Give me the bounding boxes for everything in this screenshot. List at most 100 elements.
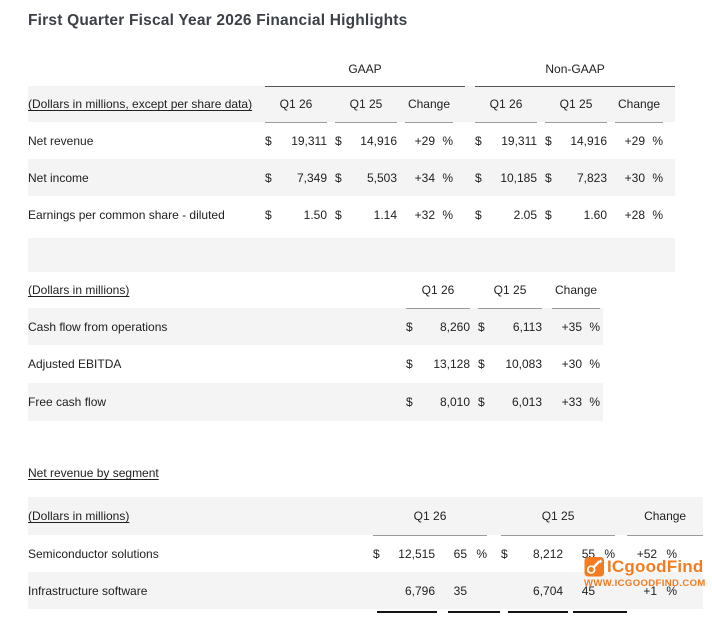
total-row-rule (377, 611, 437, 613)
value-cell: 1.60 (583, 207, 608, 222)
value-cell: 6,796 (389, 572, 435, 609)
column-header-q1-25: Q1 25 (478, 272, 543, 309)
table-row: Free cash flow $ 8,010 $ 6,013 +33 % (28, 383, 604, 421)
table-row: Earnings per common share - diluted $ 1.… (28, 196, 675, 233)
percent-sign: % (652, 133, 664, 148)
total-row-rule (573, 611, 627, 613)
currency-symbol: $ (335, 133, 342, 148)
currency-symbol: $ (478, 308, 495, 345)
highlights-table: GAAP Non-GAAP (Dollars in millions, exce… (28, 52, 676, 233)
currency-symbol: $ (265, 133, 272, 148)
row-label: Net income (28, 159, 265, 196)
column-header-q1-25: Q1 25 (501, 497, 616, 536)
currency-symbol: $ (475, 133, 482, 148)
currency-symbol: $ (335, 159, 351, 196)
currency-symbol: $ (475, 207, 482, 222)
currency-symbol: $ (501, 546, 508, 561)
table-row: Net revenue $ 19,311 $ 14,916 +29 % $ 19… (28, 122, 675, 159)
table-row: Cash flow from operations $ 8,260 $ 6,11… (28, 308, 604, 345)
value-cell: 8,212 (533, 546, 564, 561)
cash-flow-table: (Dollars in millions) Q1 26 Q1 25 Change… (28, 272, 604, 421)
currency-symbol: $ (545, 207, 552, 222)
percent-sign: % (442, 133, 453, 148)
table-row: Semiconductor solutions $ 12,515 65 % $ … (28, 535, 703, 572)
watermark-url-text: WWW.ICGOODFIND.COM (584, 578, 706, 589)
value-cell: 1.14 (373, 207, 397, 222)
table-row: Adjusted EBITDA $ 13,128 $ 10,083 +30 % (28, 345, 603, 383)
icgoodfind-logo-icon (584, 556, 605, 577)
percent-sign: % (582, 383, 601, 421)
percent-sign: % (652, 207, 664, 222)
empty-cell (28, 52, 265, 86)
percent-sign: % (476, 546, 488, 561)
value-cell: 1.50 (303, 207, 327, 222)
change-value: +29 (414, 133, 435, 148)
table-row: Infrastructure software 6,796 35 6,704 4… (28, 572, 704, 609)
percent-sign (595, 572, 616, 609)
percent-value: 65 (453, 546, 467, 561)
currency-symbol: $ (265, 207, 272, 222)
currency-symbol: $ (478, 357, 485, 371)
percent-sign: % (582, 308, 601, 345)
percent-sign: % (435, 159, 453, 196)
change-value: +30 (615, 159, 646, 196)
segment-section-title: Net revenue by segment (28, 466, 159, 480)
change-value: +34 (405, 159, 435, 196)
group-header-gaap: GAAP (265, 52, 466, 87)
value-cell: 13,128 (433, 357, 471, 371)
percent-sign: % (666, 546, 678, 561)
currency-symbol: $ (478, 383, 495, 421)
value-cell: 6,013 (494, 383, 543, 421)
value-cell: 8,010 (422, 383, 471, 421)
currency-symbol: $ (406, 357, 413, 371)
column-header-q1-26: Q1 26 (373, 497, 488, 536)
change-value: +35 (552, 308, 583, 345)
currency-symbol (501, 572, 518, 609)
change-value: +52 (636, 546, 658, 561)
row-label: Free cash flow (28, 383, 406, 421)
percent-sign: % (589, 357, 601, 371)
column-header-q1-25: Q1 25 (545, 86, 608, 123)
change-value: +1 (627, 572, 658, 609)
page-title: First Quarter Fiscal Year 2026 Financial… (28, 12, 408, 29)
currency-symbol: $ (406, 308, 422, 345)
change-value: +32 (414, 207, 435, 222)
percent-sign: % (442, 207, 453, 222)
currency-symbol: $ (545, 159, 562, 196)
value-cell: 7,349 (281, 159, 327, 196)
currency-symbol: $ (265, 159, 281, 196)
value-cell: 19,311 (291, 133, 327, 148)
currency-symbol: $ (545, 133, 552, 148)
segment-table: (Dollars in millions) Q1 26 Q1 25 Change… (28, 497, 704, 609)
currency-symbol (373, 572, 389, 609)
value-cell: 19,311 (501, 133, 538, 148)
value-cell: 6,704 (517, 572, 564, 609)
currency-symbol: $ (475, 159, 492, 196)
currency-symbol: $ (373, 546, 380, 561)
column-header-change: Change (552, 272, 601, 309)
row-label: Earnings per common share - diluted (28, 207, 225, 222)
change-value: +33 (552, 383, 583, 421)
value-cell: 14,916 (570, 133, 608, 148)
currency-symbol: $ (335, 207, 342, 222)
total-row-rule (508, 611, 568, 613)
currency-symbol: $ (406, 383, 422, 421)
value-cell: 5,503 (351, 159, 397, 196)
group-gap (465, 52, 475, 86)
column-header-q1-26: Q1 26 (406, 272, 471, 309)
row-label: Infrastructure software (28, 572, 373, 609)
value-cell: 6,113 (494, 308, 543, 345)
table-row: Net income $ 7,349 $ 5,503 +34 % $ 10,18… (28, 159, 676, 196)
change-value: +30 (561, 357, 583, 371)
icgoodfind-watermark: ICgoodFind WWW.ICGOODFIND.COM (584, 556, 706, 589)
column-header-q1-25: Q1 25 (335, 86, 397, 123)
percent-sign (467, 572, 488, 609)
column-header-change: Change (627, 497, 704, 536)
column-header-change: Change (405, 86, 453, 123)
change-value: +29 (624, 133, 646, 148)
value-cell: 14,916 (360, 133, 397, 148)
row-label: Cash flow from operations (28, 308, 406, 345)
section-divider-band (28, 238, 675, 272)
row-label: Adjusted EBITDA (28, 357, 122, 371)
table-caption-label: (Dollars in millions, except per share d… (28, 97, 253, 111)
